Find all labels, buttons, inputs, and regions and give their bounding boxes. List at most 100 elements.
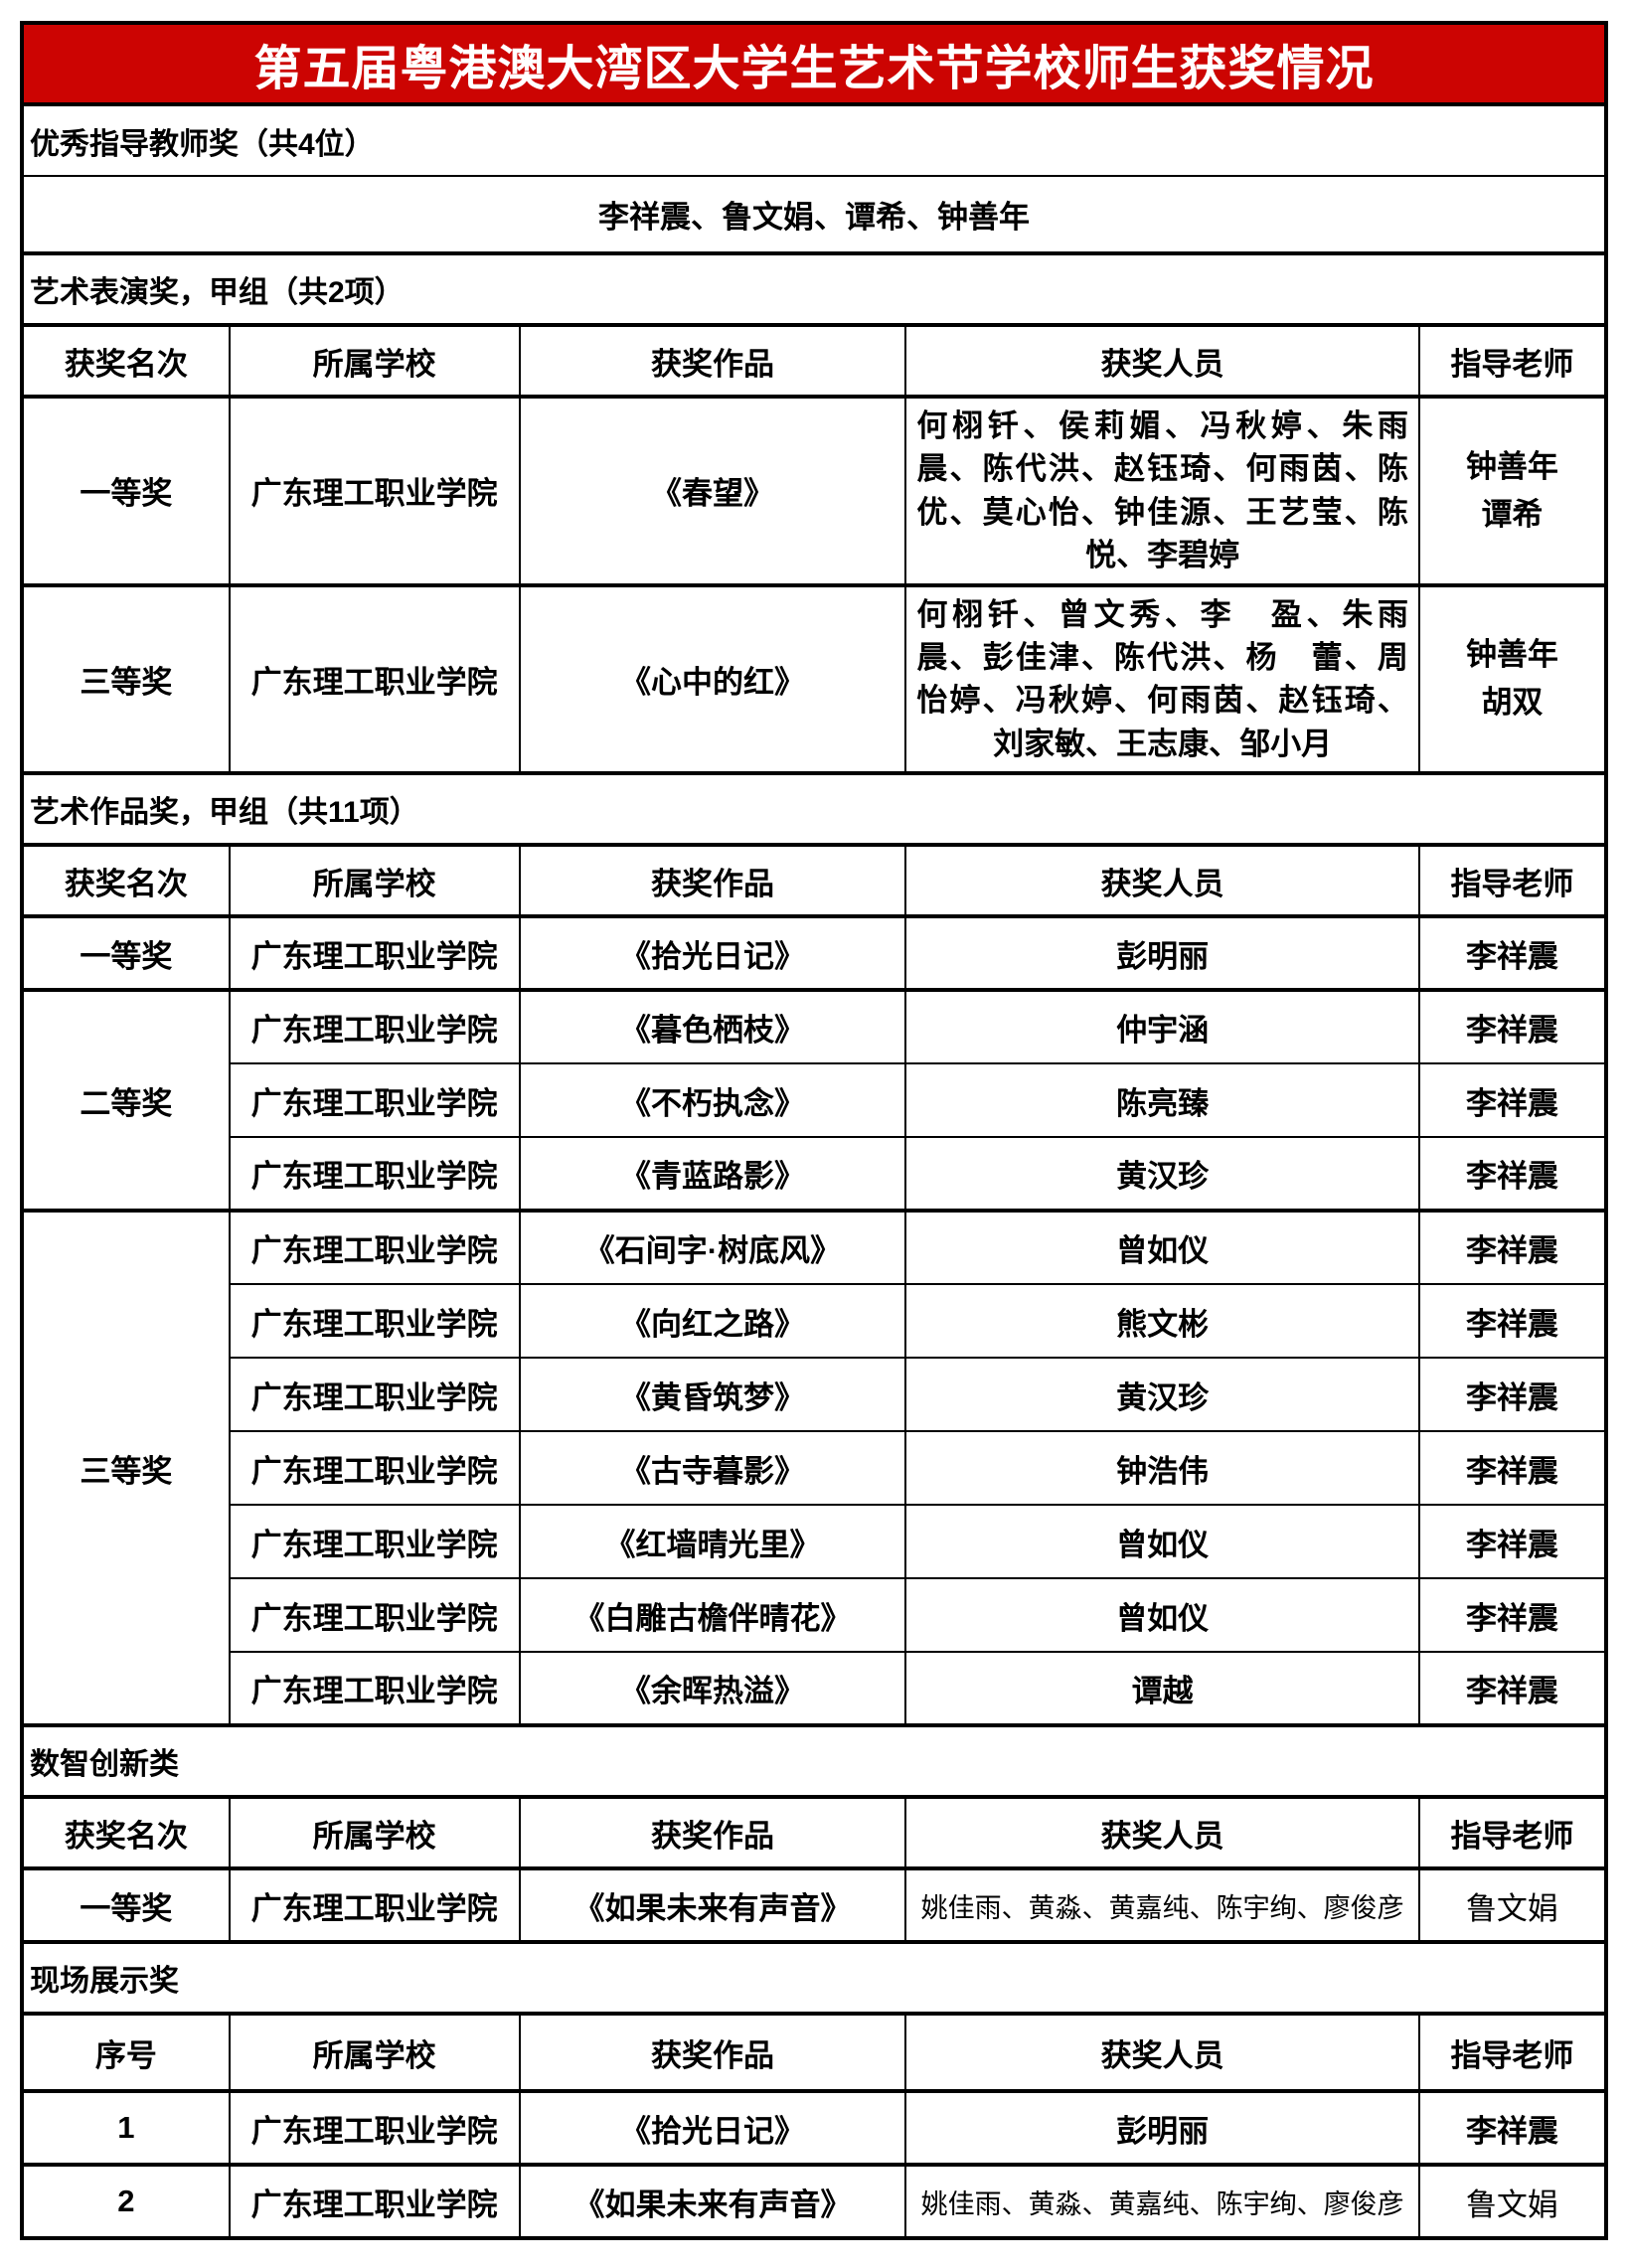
cell-teacher: 李祥震 [1417, 2089, 1608, 2167]
teacher-award-names: 李祥震、鲁文娟、谭希、钟善年 [21, 175, 1607, 254]
column-header-people: 获奖人员 [904, 843, 1420, 918]
cell-school: 广东理工职业学院 [228, 1136, 521, 1213]
table-row: 一等奖 广东理工职业学院 《如果未来有声音》 姚佳雨、黄淼、黄嘉纯、陈宇绚、廖俊… [21, 1866, 1608, 1944]
cell-work: 《青蓝路影》 [518, 1136, 907, 1213]
cell-school: 广东理工职业学院 [228, 1062, 521, 1139]
cell-school: 广东理工职业学院 [228, 1577, 521, 1654]
cell-teacher: 鲁文娟 [1417, 2163, 1608, 2240]
cell-teacher: 李祥震 [1417, 1283, 1608, 1360]
cell-school: 广东理工职业学院 [228, 988, 521, 1065]
section-heading-row: 艺术作品奖，甲组（共11项） [21, 771, 1607, 847]
cell-school: 广东理工职业学院 [228, 2089, 521, 2167]
column-header-work: 获奖作品 [518, 2012, 907, 2093]
cell-teacher: 李祥震 [1417, 914, 1608, 992]
cell-people: 黄汉珍 [904, 1357, 1420, 1433]
cell-teacher: 钟善年 谭希 [1417, 395, 1608, 586]
cell-people: 曾如仪 [904, 1209, 1420, 1286]
cell-people: 姚佳雨、黄淼、黄嘉纯、陈宇绚、廖俊彦 [904, 2163, 1420, 2240]
cell-school: 广东理工职业学院 [228, 1209, 521, 1286]
column-header-row: 获奖名次 所属学校 获奖作品 获奖人员 指导老师 [21, 323, 1608, 398]
column-header-school: 所属学校 [228, 843, 521, 918]
table-row: 广东理工职业学院 《向红之路》 熊文彬 李祥震 [22, 1283, 1608, 1360]
cell-people: 何栩钎、侯莉媚、冯秋婷、朱雨晨、陈代洪、赵钰琦、何雨茵、陈 优、莫心怡、钟佳源、… [904, 395, 1420, 586]
cell-people: 陈亮臻 [904, 1062, 1420, 1139]
cell-teacher: 李祥震 [1417, 1504, 1608, 1580]
column-header-rank: 获奖名次 [21, 843, 231, 918]
section-heading-row: 优秀指导教师奖（共4位） [21, 102, 1607, 177]
cell-work: 《心中的红》 [518, 582, 907, 775]
section-heading-row: 艺术表演奖，甲组（共2项） [21, 251, 1607, 326]
column-header-school: 所属学校 [228, 2012, 521, 2093]
cell-people: 何栩钎、曾文秀、李 盈、朱雨晨、彭佳津、陈代洪、杨 蕾、周怡婷、冯秋婷、何雨茵、… [904, 582, 1420, 775]
cell-school: 广东理工职业学院 [228, 1504, 521, 1580]
cell-teacher: 李祥震 [1417, 1577, 1608, 1654]
cell-school: 广东理工职业学院 [228, 914, 521, 992]
table-row: 三等奖 广东理工职业学院 《石间字·树底风》 曾如仪 李祥震 [21, 1209, 1608, 1727]
cell-work: 《红墙晴光里》 [518, 1504, 907, 1580]
column-header-teacher: 指导老师 [1417, 323, 1608, 398]
column-header-work: 获奖作品 [518, 843, 907, 918]
cell-work: 《春望》 [518, 395, 907, 586]
table-row: 广东理工职业学院 《白雕古檐伴晴花》 曾如仪 李祥震 [22, 1577, 1608, 1654]
cell-index: 2 [21, 2163, 231, 2240]
cell-teacher: 李祥震 [1417, 1357, 1608, 1433]
cell-teacher: 钟善年 胡双 [1417, 582, 1608, 775]
table-row: 一等奖 广东理工职业学院 《拾光日记》 彭明丽 李祥震 [21, 914, 1608, 992]
cell-work: 《向红之路》 [518, 1283, 907, 1360]
section-heading-row: 现场展示奖 [21, 1940, 1607, 2016]
column-header-teacher: 指导老师 [1417, 1795, 1608, 1870]
cell-school: 广东理工职业学院 [228, 1430, 521, 1507]
column-header-teacher: 指导老师 [1417, 2012, 1608, 2093]
page-title: 第五届粤港澳大湾区大学生艺术节学校师生获奖情况 [21, 22, 1607, 106]
cell-school: 广东理工职业学院 [228, 395, 521, 586]
cell-teacher: 李祥震 [1417, 988, 1608, 1065]
cell-work: 《古寺暮影》 [518, 1430, 907, 1507]
cell-work: 《如果未来有声音》 [518, 2163, 907, 2240]
cell-school: 广东理工职业学院 [228, 2163, 521, 2240]
cell-rank: 三等奖 [21, 582, 231, 775]
cell-people: 曾如仪 [904, 1577, 1420, 1654]
table-row: 一等奖 广东理工职业学院 《春望》 何栩钎、侯莉媚、冯秋婷、朱雨晨、陈代洪、赵钰… [21, 395, 1608, 586]
cell-teacher: 李祥震 [1417, 1062, 1608, 1139]
cell-rank: 一等奖 [21, 914, 231, 992]
cell-work: 《余晖热溢》 [518, 1651, 907, 1727]
cell-teacher: 鲁文娟 [1417, 1866, 1608, 1944]
cell-rank: 三等奖 [21, 1209, 231, 1727]
cell-work: 《黄昏筑梦》 [518, 1357, 907, 1433]
table-row: 广东理工职业学院 《红墙晴光里》 曾如仪 李祥震 [22, 1504, 1608, 1580]
column-header-people: 获奖人员 [904, 1795, 1420, 1870]
table-row: 2 广东理工职业学院 《如果未来有声音》 姚佳雨、黄淼、黄嘉纯、陈宇绚、廖俊彦 … [21, 2163, 1608, 2240]
column-header-row: 序号 所属学校 获奖作品 获奖人员 指导老师 [21, 2012, 1608, 2093]
cell-people: 姚佳雨、黄淼、黄嘉纯、陈宇绚、廖俊彦 [904, 1866, 1420, 1944]
table-row: 广东理工职业学院 《余晖热溢》 谭越 李祥震 [22, 1651, 1608, 1727]
column-header-work: 获奖作品 [518, 323, 907, 398]
cell-school: 广东理工职业学院 [228, 582, 521, 775]
cell-people: 黄汉珍 [904, 1136, 1420, 1213]
table-row: 李祥震、鲁文娟、谭希、钟善年 [21, 175, 1607, 254]
cell-work: 《不朽执念》 [518, 1062, 907, 1139]
cell-people: 曾如仪 [904, 1504, 1420, 1580]
cell-people: 彭明丽 [904, 2089, 1420, 2167]
cell-teacher: 李祥震 [1417, 1136, 1608, 1213]
cell-school: 广东理工职业学院 [228, 1866, 521, 1944]
cell-rank: 一等奖 [21, 1866, 231, 1944]
cell-people: 谭越 [904, 1651, 1420, 1727]
section-heading-onsite: 现场展示奖 [21, 1940, 1607, 2016]
column-header-row: 获奖名次 所属学校 获奖作品 获奖人员 指导老师 [21, 1795, 1608, 1870]
section-heading-digital: 数智创新类 [21, 1723, 1607, 1799]
section-heading-teacher-award: 优秀指导教师奖（共4位） [21, 102, 1607, 177]
column-header-school: 所属学校 [228, 323, 521, 398]
cell-people: 仲宇涵 [904, 988, 1420, 1065]
column-header-people: 获奖人员 [904, 2012, 1420, 2093]
cell-school: 广东理工职业学院 [228, 1283, 521, 1360]
cell-school: 广东理工职业学院 [228, 1357, 521, 1433]
column-header-rank: 获奖名次 [21, 1795, 231, 1870]
cell-work: 《暮色栖枝》 [518, 988, 907, 1065]
cell-school: 广东理工职业学院 [228, 1651, 521, 1727]
cell-work: 《白雕古檐伴晴花》 [518, 1577, 907, 1654]
awards-table: 第五届粤港澳大湾区大学生艺术节学校师生获奖情况 优秀指导教师奖（共4位） 李祥震… [20, 21, 1608, 2241]
cell-teacher: 李祥震 [1417, 1651, 1608, 1727]
cell-people: 熊文彬 [904, 1283, 1420, 1360]
cell-work: 《石间字·树底风》 [518, 1209, 907, 1286]
